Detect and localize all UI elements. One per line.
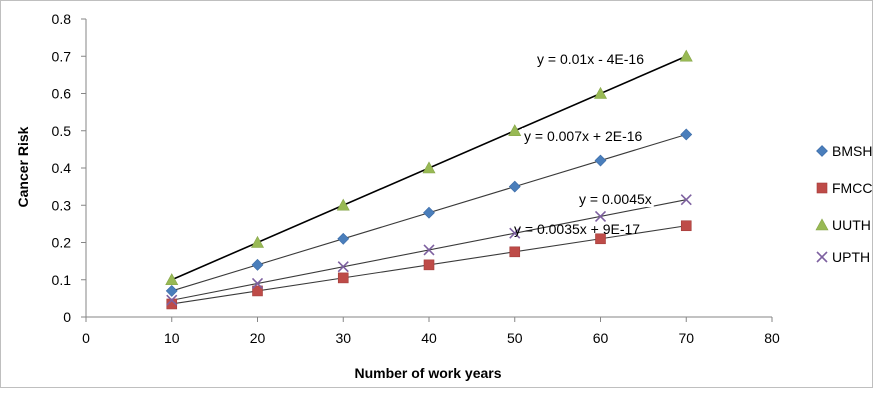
point-fmcc: [337, 272, 349, 284]
y-tick-label: 0: [63, 309, 71, 325]
point-uuth: [508, 124, 522, 137]
point-upth-stroke: [251, 277, 264, 290]
y-tick-label: 0.4: [52, 160, 72, 176]
point-upth: [337, 261, 349, 273]
point-upth: [680, 194, 692, 206]
equation-bg: [577, 191, 654, 207]
x-axis-title: Number of work years: [354, 365, 501, 381]
y-tick-label: 0.1: [52, 272, 72, 288]
point-upth-stroke: [509, 227, 521, 239]
legend-marker-fmcc: [816, 182, 828, 194]
y-tick-label: 0.7: [52, 48, 72, 64]
point-fmcc: [166, 298, 178, 310]
x-tick-label: 20: [250, 330, 266, 346]
point-bmsh: [594, 154, 607, 167]
point-bmsh: [165, 285, 178, 297]
point-upth: [423, 244, 435, 256]
point-upth: [594, 210, 607, 222]
equation-fmcc: y = 0.0035x + 9E-17: [514, 221, 640, 237]
equation-bmsh: y = 0.007x + 2E-16: [524, 128, 643, 144]
x-tick-label: 80: [764, 330, 780, 346]
point-upth-stroke: [337, 261, 349, 273]
point-fmcc: [595, 233, 606, 245]
y-tick-label: 0.2: [52, 235, 72, 251]
point-upth-stroke: [166, 294, 178, 306]
x-tick-label: 0: [82, 330, 90, 346]
point-bmsh: [680, 128, 693, 141]
point-upth-stroke: [594, 210, 607, 222]
point-fmcc: [252, 285, 263, 297]
legend-marker-uuth: [815, 218, 829, 231]
point-fmcc: [509, 246, 521, 258]
x-tick-label: 50: [507, 330, 523, 346]
y-tick-label: 0.5: [52, 123, 72, 139]
trendline-equations: y = 0.007x + 2E-16 y = 0.0035x + 9E-17 y =…: [514, 51, 654, 237]
legend-label-fmcc: FMCC: [832, 180, 872, 196]
point-uuth: [422, 161, 436, 174]
point-upth-stroke: [680, 194, 692, 206]
point-upth-stroke: [423, 244, 435, 256]
data-markers: [165, 49, 693, 310]
point-uuth: [250, 235, 265, 248]
point-fmcc: [423, 259, 435, 271]
legend-label-uuth: UUTH: [832, 217, 871, 233]
legend-marker-upth-stroke: [816, 251, 828, 263]
equation-upth: y = 0.0045x: [579, 191, 652, 207]
point-upth: [251, 277, 264, 290]
legend-marker-upth: [816, 251, 828, 263]
point-bmsh: [508, 180, 521, 193]
equation-uuth: y = 0.01x - 4E-16: [537, 51, 644, 67]
point-bmsh: [251, 258, 264, 271]
legend-label-upth: UPTH: [832, 249, 870, 265]
point-uuth: [593, 86, 608, 99]
x-tick-label: 30: [335, 330, 351, 346]
point-upth: [166, 294, 178, 306]
x-tick-label: 70: [678, 330, 694, 346]
y-tick-label: 0.3: [52, 197, 72, 213]
axes: 0 0.1 0.2 0.3 0.4 0.5 0.6 0.7 0.8 0 10 20 30 40 50 60 70…: [52, 11, 780, 346]
point-bmsh: [337, 232, 350, 245]
point-bmsh: [423, 206, 435, 219]
x-tick-label: 60: [593, 330, 609, 346]
legend: BMSH FMCC UUTH UPTH: [815, 143, 872, 265]
x-tick-label: 10: [164, 330, 180, 346]
point-upth: [509, 227, 521, 239]
point-uuth: [165, 273, 179, 286]
y-tick-label: 0.8: [52, 11, 72, 27]
y-tick-label: 0.6: [52, 86, 72, 102]
y-axis-title: Cancer Risk: [15, 126, 31, 207]
point-uuth: [679, 49, 693, 62]
point-uuth: [336, 198, 350, 211]
x-tick-label: 40: [421, 330, 437, 346]
equation-bg: [522, 128, 645, 144]
point-fmcc: [680, 220, 692, 232]
legend-marker-bmsh: [816, 145, 828, 157]
equation-bg: [535, 51, 647, 67]
legend-label-bmsh: BMSH: [832, 143, 872, 159]
